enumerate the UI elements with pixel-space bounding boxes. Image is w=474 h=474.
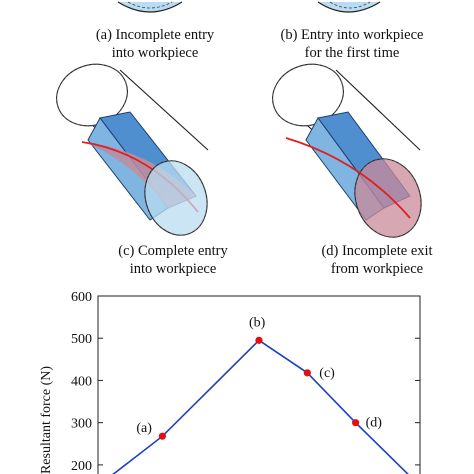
caption-b: (b) Entry into workpiece for the first t…: [262, 26, 442, 62]
y-tick-label: 600: [71, 290, 92, 305]
data-point: [303, 369, 311, 377]
data-markers: (a) (b) (c) (d): [136, 315, 383, 440]
diagram-a: [117, 1, 183, 13]
series-line: [112, 339, 409, 474]
data-point: [255, 336, 263, 344]
caption-d-line2: from workpiece: [330, 261, 424, 277]
data-point-label: (b): [249, 315, 266, 330]
data-point-label: (c): [319, 366, 335, 381]
caption-b-line2: for the first time: [304, 45, 400, 61]
y-axis: 200 300 400 500 600: [71, 290, 420, 474]
data-point: [158, 432, 166, 440]
caption-c-line1: (c) Complete entry: [118, 243, 228, 259]
diagram-b: [317, 1, 381, 13]
caption-d: (d) Incomplete exit from workpiece: [292, 242, 462, 278]
y-tick-label: 300: [71, 417, 92, 432]
caption-c: (c) Complete entry into workpiece: [88, 242, 258, 278]
data-point: [352, 419, 360, 427]
data-point-label: (d): [366, 416, 383, 431]
caption-a-line1: (a) Incomplete entry: [95, 27, 215, 43]
diagram-c: [56, 63, 209, 236]
y-tick-label: 400: [71, 374, 92, 389]
y-tick-label: 200: [71, 459, 92, 474]
y-tick-label: 500: [71, 332, 92, 347]
caption-c-line2: into workpiece: [129, 261, 217, 277]
plot-frame: [97, 295, 421, 474]
diagram-d: [272, 63, 422, 238]
y-axis-label: Resultant force (N): [39, 366, 54, 474]
caption-b-line1: (b) Entry into workpiece: [280, 27, 424, 43]
caption-a: (a) Incomplete entry into workpiece: [70, 26, 240, 62]
data-point-label: (a): [136, 421, 152, 436]
caption-a-line2: into workpiece: [111, 45, 199, 61]
caption-d-line1: (d) Incomplete exit: [321, 243, 433, 259]
